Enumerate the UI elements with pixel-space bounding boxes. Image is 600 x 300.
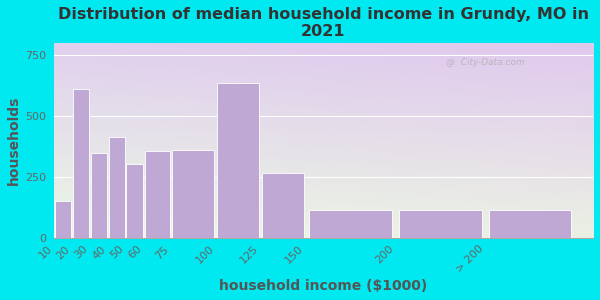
Text: @  City-Data.com: @ City-Data.com — [446, 58, 524, 67]
Bar — [55, 201, 71, 238]
Bar — [262, 173, 304, 238]
Bar — [127, 164, 143, 238]
Bar — [145, 152, 170, 238]
Bar — [217, 83, 259, 238]
Bar — [172, 150, 214, 238]
Bar — [489, 210, 571, 238]
Bar — [109, 137, 125, 238]
Y-axis label: households: households — [7, 96, 21, 185]
Bar — [73, 89, 89, 238]
Bar — [309, 210, 392, 238]
Bar — [399, 210, 482, 238]
X-axis label: household income ($1000): household income ($1000) — [220, 279, 428, 293]
Bar — [91, 153, 107, 238]
Title: Distribution of median household income in Grundy, MO in
2021: Distribution of median household income … — [58, 7, 589, 39]
